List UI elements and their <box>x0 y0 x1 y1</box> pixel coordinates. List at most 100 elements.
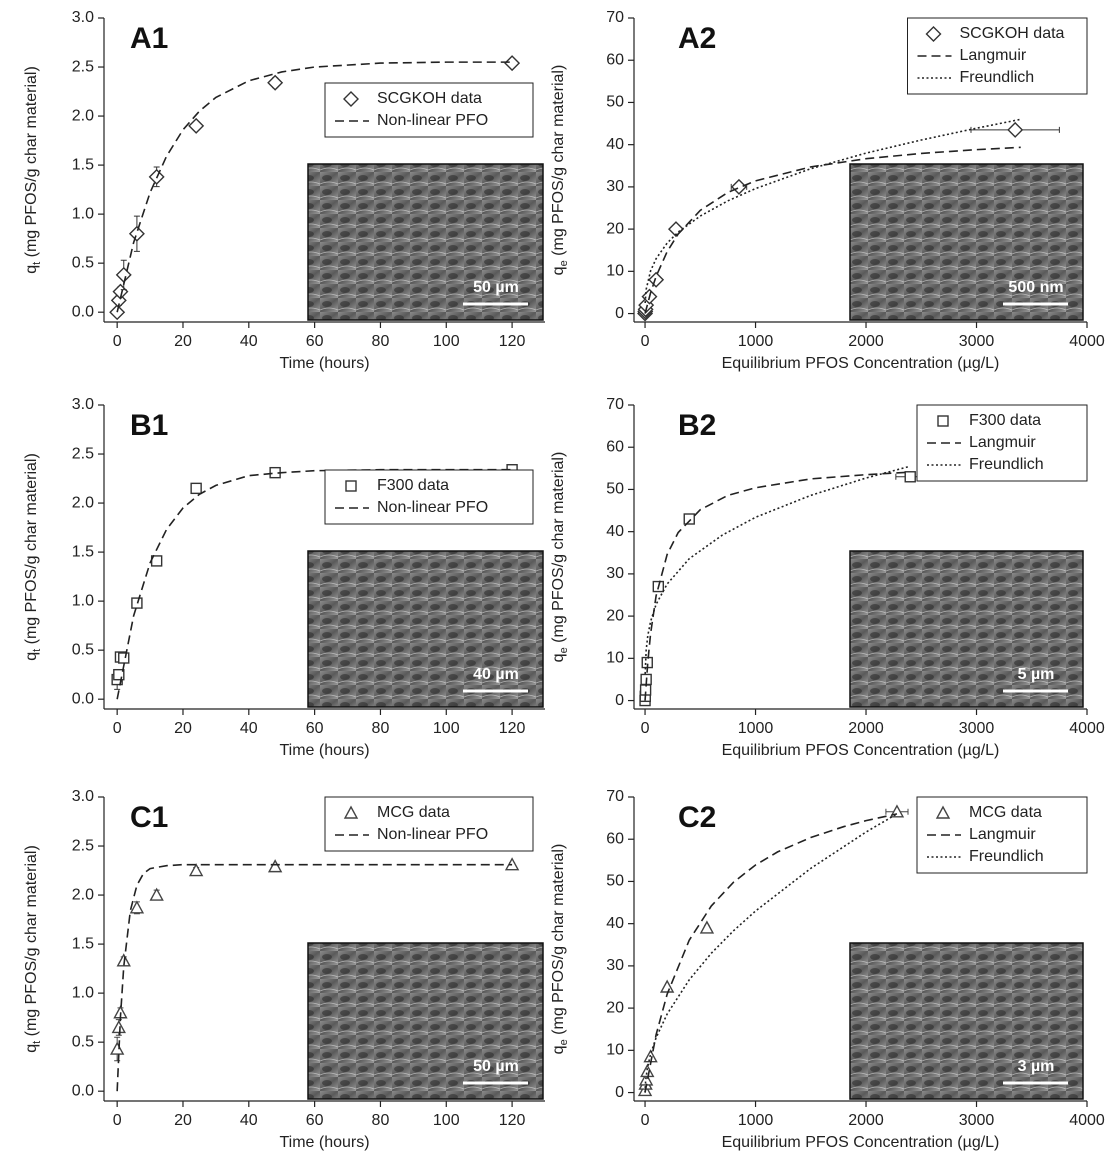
scale-bar-label: 50 µm <box>473 279 519 296</box>
legend-label: SCGKOH data <box>377 90 482 107</box>
x-tick-label: 40 <box>240 720 258 737</box>
x-axis-label: Equilibrium PFOS Concentration (µg/L) <box>722 355 1000 372</box>
x-tick-label: 4000 <box>1069 333 1105 350</box>
scale-bar-label: 50 µm <box>473 1058 519 1075</box>
x-tick-label: 40 <box>240 1112 258 1129</box>
y-tick-label: 40 <box>606 915 624 932</box>
marker <box>119 653 129 663</box>
legend-label: F300 data <box>377 477 449 494</box>
legend-label: Freundlich <box>969 848 1044 865</box>
x-tick-label: 0 <box>113 720 122 737</box>
x-axis-label: Time (hours) <box>279 1134 369 1151</box>
scale-bar-label: 500 nm <box>1008 279 1063 296</box>
y-tick-label: 1.5 <box>72 156 94 173</box>
panel-label: A1 <box>130 22 168 55</box>
y-tick-label: 2.0 <box>72 494 94 511</box>
marker <box>113 1021 125 1032</box>
x-tick-label: 3000 <box>959 720 995 737</box>
legend-label: Langmuir <box>960 47 1027 64</box>
legend: SCGKOH dataLangmuirFreundlich <box>908 18 1088 94</box>
y-axis-label: qt (mg PFOS/g char material) <box>23 453 43 661</box>
legend: F300 dataLangmuirFreundlich <box>917 405 1087 481</box>
y-tick-label: 0.0 <box>72 690 94 707</box>
y-tick-label: 20 <box>606 999 624 1016</box>
y-axis-label: qt (mg PFOS/g char material) <box>23 66 43 274</box>
y-axis-label: qe (mg PFOS/g char material) <box>550 844 570 1055</box>
x-tick-label: 0 <box>113 333 122 350</box>
y-tick-label: 40 <box>606 136 624 153</box>
y-tick-label: 0 <box>615 692 624 709</box>
marker <box>684 514 694 524</box>
marker <box>346 481 356 491</box>
y-tick-label: 1.0 <box>72 205 94 222</box>
x-tick-label: 60 <box>306 333 324 350</box>
x-tick-label: 0 <box>113 1112 122 1129</box>
x-tick-label: 100 <box>433 333 460 350</box>
y-tick-label: 2.5 <box>72 837 94 854</box>
legend-label: Langmuir <box>969 434 1036 451</box>
marker <box>117 268 131 282</box>
legend-label: Langmuir <box>969 826 1036 843</box>
legend: MCG dataNon-linear PFO <box>325 797 533 851</box>
x-axis-label: Time (hours) <box>279 742 369 759</box>
legend: MCG data Langmuir Freundlich <box>917 797 1087 873</box>
y-label-symbol: q <box>550 653 567 662</box>
y-label-symbol: q <box>23 265 40 274</box>
x-tick-label: 20 <box>174 720 192 737</box>
y-tick-label: 0 <box>615 1084 624 1101</box>
y-label-unit: (mg PFOS/g char material) <box>23 66 40 262</box>
x-tick-label: 3000 <box>959 1112 995 1129</box>
marker <box>641 1065 653 1076</box>
marker <box>505 56 519 70</box>
figure: 50 µm0.00.51.01.52.02.53.002040608010012… <box>0 0 1109 1172</box>
x-tick-label: 20 <box>174 1112 192 1129</box>
x-tick-label: 1000 <box>738 1112 774 1129</box>
y-tick-label: 60 <box>606 830 624 847</box>
inset-image <box>850 551 1083 707</box>
y-tick-label: 1.5 <box>72 543 94 560</box>
legend-label: F300 data <box>969 412 1041 429</box>
x-axis-label: Time (hours) <box>279 355 369 372</box>
marker <box>1008 123 1022 137</box>
y-tick-label: 70 <box>606 396 624 413</box>
inset-image <box>308 164 543 320</box>
y-tick-label: 20 <box>606 220 624 237</box>
x-tick-label: 60 <box>306 720 324 737</box>
marker <box>151 889 163 900</box>
scale-bar-label: 5 µm <box>1018 666 1055 683</box>
y-tick-label: 0.0 <box>72 1082 94 1099</box>
y-tick-label: 0.5 <box>72 254 94 271</box>
marker <box>268 76 282 90</box>
y-tick-label: 20 <box>606 607 624 624</box>
x-tick-label: 4000 <box>1069 720 1105 737</box>
marker <box>111 1043 123 1054</box>
legend: SCGKOH dataNon-linear PFO <box>325 83 533 137</box>
panel-label: A2 <box>678 22 716 55</box>
y-tick-label: 50 <box>606 873 624 890</box>
y-axis-label: qe (mg PFOS/g char material) <box>550 452 570 663</box>
x-tick-label: 100 <box>433 1112 460 1129</box>
x-tick-label: 4000 <box>1069 1112 1105 1129</box>
y-tick-label: 2.5 <box>72 58 94 75</box>
x-tick-label: 0 <box>641 333 650 350</box>
x-tick-label: 20 <box>174 333 192 350</box>
marker <box>110 305 124 319</box>
legend-label: MCG data <box>377 804 450 821</box>
y-tick-label: 40 <box>606 523 624 540</box>
y-label-unit: (mg PFOS/g char material) <box>550 452 567 648</box>
y-tick-label: 3.0 <box>72 396 94 413</box>
marker <box>269 861 281 872</box>
panel-label: C1 <box>130 801 168 834</box>
y-tick-label: 10 <box>606 263 624 280</box>
marker <box>189 119 203 133</box>
y-label-symbol: q <box>23 652 40 661</box>
y-tick-label: 0.5 <box>72 1033 94 1050</box>
legend-label: Non-linear PFO <box>377 499 488 516</box>
legend-label: MCG data <box>969 804 1042 821</box>
y-tick-label: 1.0 <box>72 984 94 1001</box>
x-tick-label: 0 <box>641 720 650 737</box>
y-axis-label: qt (mg PFOS/g char material) <box>23 845 43 1053</box>
